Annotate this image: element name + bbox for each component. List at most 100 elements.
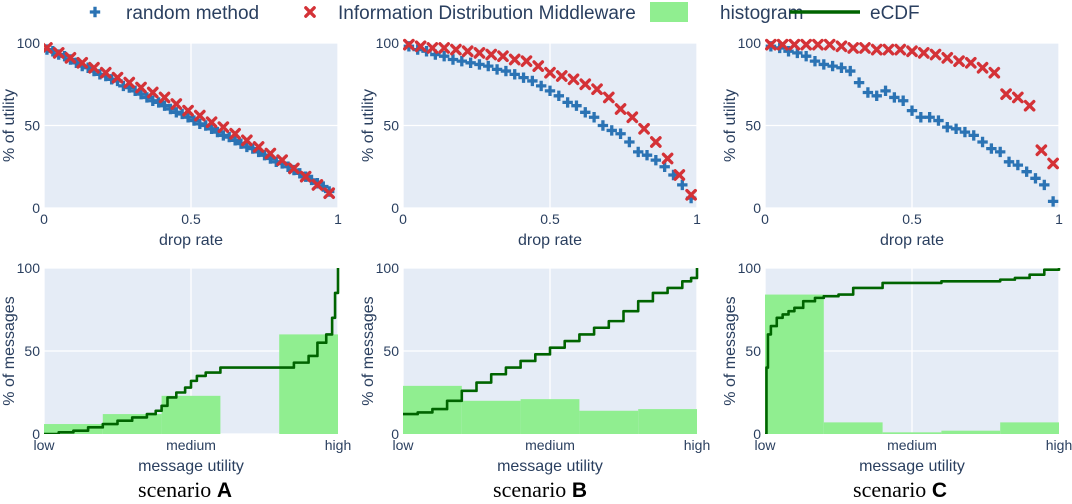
legend-label: random method	[126, 3, 259, 24]
histogram-bar	[941, 430, 1001, 434]
data-point-x	[788, 38, 801, 51]
y-tick-label: 0	[391, 426, 399, 442]
x-axis-title: message utility	[497, 458, 603, 475]
x-tick-label: low	[392, 437, 414, 453]
y-tick-label: 100	[738, 260, 762, 276]
data-point-plus	[800, 51, 812, 62]
data-point-x	[1011, 91, 1024, 104]
legend-label: histogram	[720, 3, 803, 24]
data-point-plus	[509, 69, 520, 80]
data-point-plus	[845, 65, 856, 77]
data-point-x	[88, 61, 100, 74]
data-point-x	[870, 43, 883, 56]
caption-prefix: scenario	[138, 477, 217, 502]
x-tick-label: 0.5	[540, 211, 560, 227]
data-point-x	[450, 43, 462, 56]
x-tick-label: 1	[693, 211, 701, 227]
data-point-plus	[889, 92, 900, 103]
data-point-x	[953, 55, 965, 67]
data-point-x	[894, 43, 907, 56]
data-point-plus	[153, 97, 164, 108]
data-point-x	[426, 42, 439, 54]
ecdf-line	[44, 268, 340, 434]
legend-label: eCDF	[870, 3, 920, 24]
legend-plus-marker	[89, 6, 101, 18]
x-tick-label: high	[325, 437, 351, 453]
data-point-plus	[668, 169, 679, 181]
data-point-plus	[915, 112, 927, 123]
y-tick-label: 100	[376, 260, 400, 276]
data-point-plus	[924, 112, 935, 123]
plot-content	[765, 38, 1059, 207]
histogram-bar	[102, 414, 162, 434]
y-tick-label: 0	[32, 200, 40, 216]
data-point-plus	[206, 123, 217, 134]
data-point-plus	[182, 112, 194, 123]
data-point-x	[76, 56, 89, 69]
data-point-x	[229, 127, 241, 140]
data-point-x	[64, 52, 77, 64]
data-point-x	[111, 71, 124, 84]
data-point-x	[311, 179, 324, 191]
x-tick-label: medium	[887, 437, 937, 453]
ecdf-line	[765, 268, 1061, 434]
data-point-plus	[571, 100, 582, 111]
data-point-plus	[827, 60, 838, 72]
ecdf-line	[403, 268, 699, 416]
x-axis-title: drop rate	[159, 232, 223, 249]
data-point-plus	[82, 62, 94, 73]
x-tick-label: low	[33, 437, 55, 453]
data-point-plus	[1003, 156, 1015, 167]
data-point-x	[765, 38, 777, 51]
data-point-plus	[1021, 166, 1032, 177]
data-point-plus	[553, 90, 565, 101]
histogram-bar	[579, 410, 639, 434]
plot-content	[44, 42, 336, 199]
y-tick-label: 100	[376, 35, 400, 51]
data-point-plus	[588, 112, 600, 123]
histogram-bar	[823, 422, 883, 434]
data-point-x	[170, 98, 183, 110]
data-point-plus	[1012, 159, 1024, 171]
data-point-x	[241, 134, 253, 147]
data-point-plus	[959, 126, 971, 138]
histogram-bar	[279, 334, 338, 434]
histogram-bar	[520, 399, 580, 434]
data-point-x	[567, 73, 580, 86]
series-idm	[44, 42, 336, 199]
data-point-plus	[818, 59, 829, 70]
data-point-plus	[986, 143, 997, 154]
y-tick-label: 0	[753, 200, 761, 216]
data-point-plus	[544, 85, 556, 97]
data-point-x	[299, 170, 312, 183]
y-tick-label: 50	[745, 118, 761, 134]
data-point-x	[438, 42, 451, 54]
data-point-plus	[212, 126, 223, 138]
data-point-x	[976, 61, 989, 74]
y-axis-title: % of messages	[360, 296, 377, 405]
data-point-x	[123, 76, 136, 89]
data-point-plus	[968, 130, 979, 141]
data-point-x	[823, 38, 836, 51]
data-point-plus	[483, 60, 494, 72]
data-point-plus	[597, 120, 609, 131]
data-point-plus	[188, 115, 200, 126]
data-point-x	[964, 56, 977, 69]
histogram-bar	[765, 294, 824, 434]
data-point-plus	[1047, 196, 1059, 207]
data-point-x	[135, 81, 147, 94]
y-axis-title: % of utility	[722, 89, 739, 162]
data-point-x	[544, 66, 556, 79]
data-point-x	[673, 169, 686, 181]
y-tick-label: 0	[391, 200, 399, 216]
panel-a-bottom: low medium high 0 50 100 message utility % of m…	[1, 260, 351, 475]
data-point-x	[812, 38, 824, 51]
data-point-x	[473, 47, 486, 59]
x-tick-label: medium	[525, 437, 575, 453]
data-point-x	[906, 45, 918, 58]
data-point-x	[626, 111, 639, 124]
data-point-plus	[518, 72, 529, 83]
y-tick-label: 50	[24, 118, 40, 134]
legend: random method Information Distribution Mi…	[89, 2, 920, 24]
